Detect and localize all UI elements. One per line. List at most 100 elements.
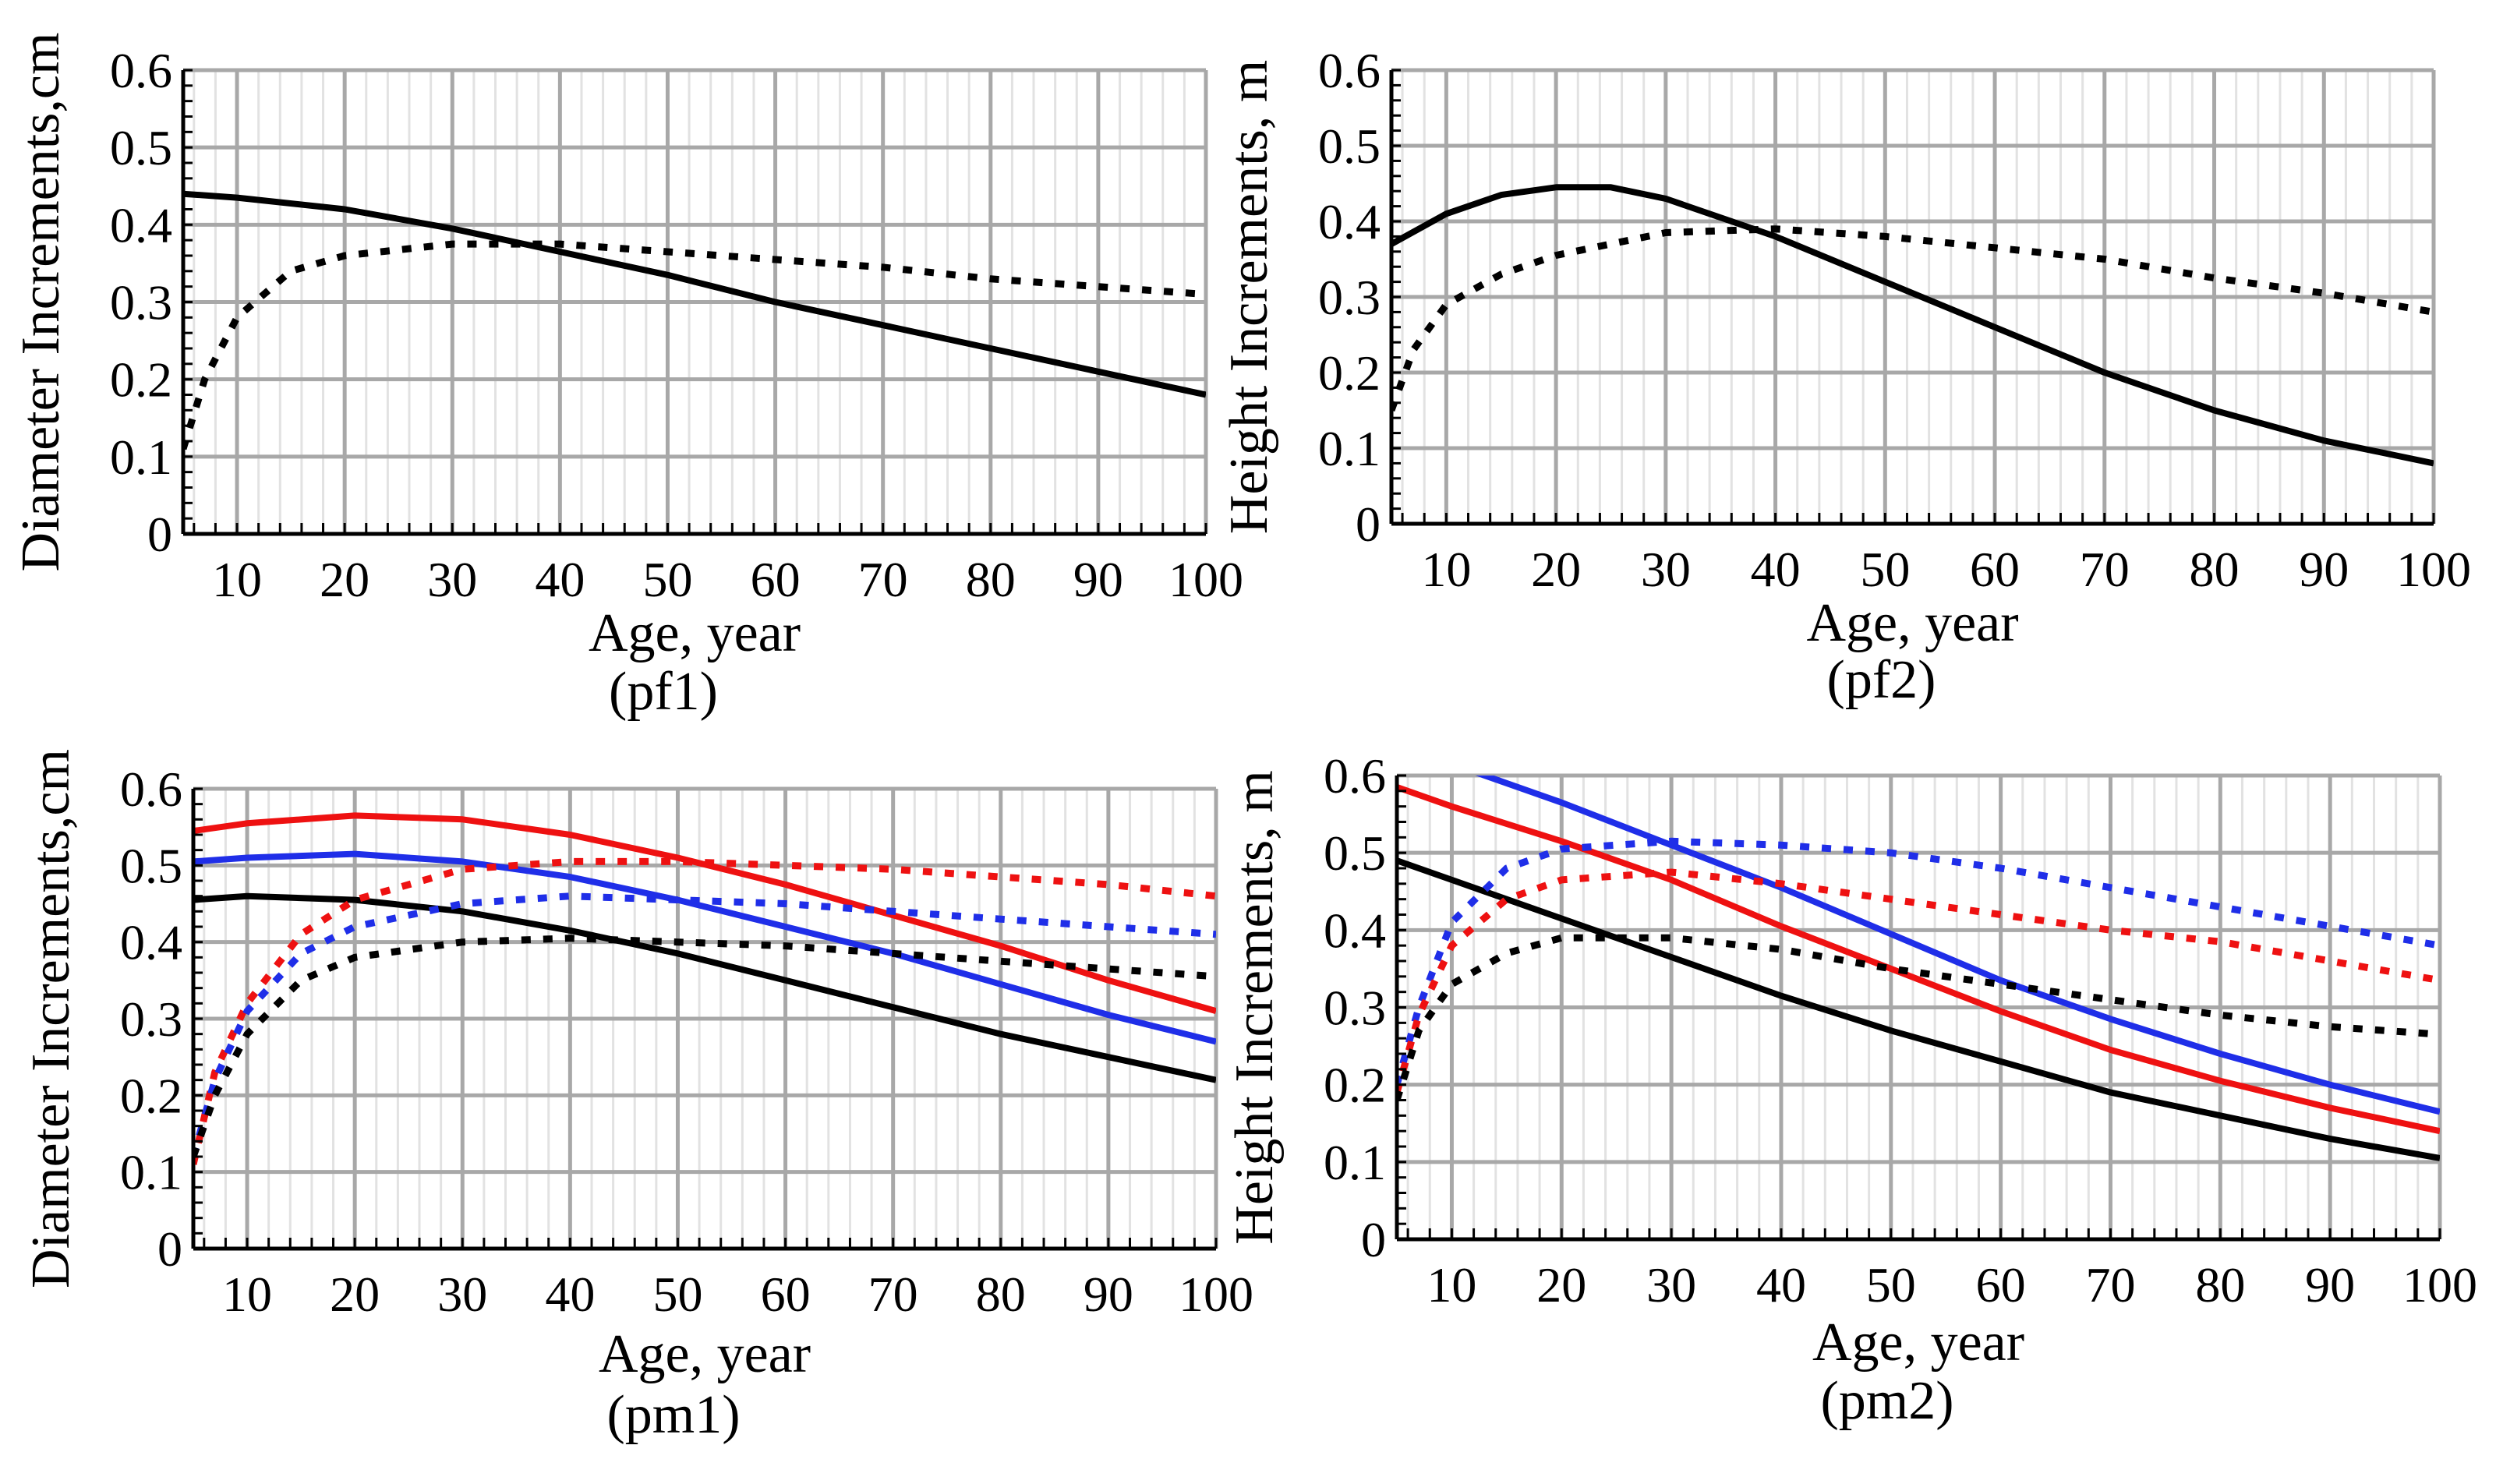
x-tick-label: 10: [1421, 542, 1471, 597]
x-tick-label: 70: [2080, 542, 2130, 597]
x-axis-label: Age, year: [1812, 1313, 2024, 1373]
y-tick-label: 0.5: [110, 120, 172, 175]
x-tick-label: 90: [2299, 542, 2349, 597]
series-blue-dotted: [1397, 837, 2440, 1086]
major-gridlines: [183, 68, 1208, 536]
x-tick-label: 100: [2396, 542, 2471, 597]
x-tick-label: 100: [1179, 1267, 1253, 1322]
x-tick-label: 60: [1976, 1257, 2026, 1313]
major-gridlines: [1397, 773, 2442, 1242]
y-tick-label: 0.6: [110, 43, 172, 98]
x-tick-label: 30: [437, 1267, 487, 1322]
x-tick-label: 40: [1756, 1257, 1806, 1313]
x-tick-label: 40: [535, 552, 585, 607]
y-tick-label: 0: [147, 507, 172, 562]
y-tick-label: 0.3: [1324, 980, 1386, 1036]
x-tick-label: 80: [2190, 542, 2240, 597]
x-tick-label: 60: [751, 552, 801, 607]
y-tick-label: 0.3: [1318, 270, 1381, 325]
x-tick-label: 10: [212, 552, 262, 607]
y-tick-label: 0.4: [120, 915, 182, 970]
x-tick-label: 50: [1860, 542, 1910, 597]
y-tick-label: 0.2: [120, 1068, 182, 1123]
series-red-solid: [193, 812, 1216, 1015]
y-tick-label: 0.1: [1324, 1135, 1386, 1190]
y-tick-label: 0.6: [120, 761, 182, 817]
x-tick-label: 90: [1073, 552, 1123, 607]
x-tick-label: 30: [1646, 1257, 1696, 1313]
series-black-dotted: [1391, 225, 2434, 412]
y-tick-label: 0.2: [1324, 1058, 1386, 1113]
x-tick-label: 10: [222, 1267, 272, 1322]
series-blue-dotted: [193, 892, 1216, 1158]
y-tick-label: 0.5: [120, 838, 182, 893]
x-tick-label: 20: [1531, 542, 1581, 597]
y-tick-label: 0.1: [120, 1145, 182, 1200]
y-tick-label: 0.5: [1318, 118, 1381, 174]
y-tick-label: 0: [1361, 1212, 1386, 1267]
x-tick-label: 40: [545, 1267, 595, 1322]
series-black-solid: [1391, 184, 2434, 467]
y-tick-label: 0.3: [110, 275, 172, 330]
x-tick-label: 30: [427, 552, 477, 607]
y-tick-label: 0.4: [110, 197, 172, 253]
series-red-solid: [1397, 784, 2440, 1135]
y-tick-label: 0.4: [1318, 194, 1381, 249]
major-gridlines: [1391, 68, 2436, 526]
chart-pf1: 10 20 30 40 50 60 70 80 90 100 0 0.1 0.2 0.3 0.4 0.5 0.6…: [11, 33, 1243, 722]
x-tick-label: 20: [1536, 1257, 1586, 1313]
chart-caption: (pf1): [609, 662, 718, 722]
x-tick-label: 100: [1168, 552, 1243, 607]
chart-pf2: 10 20 30 40 50 60 70 80 90 100 0 0.1 0.2 0.3 0.4 0.5 0.6…: [1219, 43, 2471, 710]
y-axis-label: Diameter Increments,cm: [21, 749, 81, 1288]
chart-caption: (pf2): [1827, 650, 1936, 710]
y-axis-label: Height Increments, m: [1219, 60, 1279, 534]
x-tick-label: 70: [868, 1267, 918, 1322]
x-tick-label: 70: [858, 552, 908, 607]
series-black-solid: [1397, 857, 2440, 1161]
chart-pm2: 10 20 30 40 50 60 70 80 90 100 0 0.1 0.2 0.3 0.4 0.5 0.6…: [1225, 748, 2477, 1431]
x-tick-label: 80: [966, 552, 1016, 607]
series-black-dotted: [1397, 934, 2440, 1101]
x-tick-label: 50: [1866, 1257, 1916, 1313]
x-tick-label: 50: [652, 1267, 702, 1322]
x-tick-label: 90: [2305, 1257, 2355, 1313]
series-group: [1391, 184, 2434, 467]
x-tick-label: 60: [1970, 542, 2020, 597]
x-tick-label: 100: [2402, 1257, 2477, 1313]
x-tick-label: 80: [2195, 1257, 2245, 1313]
x-tick-label: 20: [320, 552, 369, 607]
y-tick-label: 0: [1356, 496, 1381, 552]
y-tick-label: 0.6: [1318, 43, 1381, 98]
x-tick-label: 90: [1084, 1267, 1133, 1322]
chart-caption: (pm2): [1820, 1371, 1953, 1431]
x-axis-label: Age, year: [589, 603, 801, 663]
y-tick-label: 0.6: [1324, 748, 1386, 804]
x-tick-label: 80: [976, 1267, 1026, 1322]
chart-pm1: 10 20 30 40 50 60 70 80 90 100 0 0.1 0.2 0.3 0.4 0.5 0.6…: [21, 749, 1253, 1445]
series-black-solid: [193, 892, 1216, 1083]
y-axis-label: Height Increments, m: [1225, 770, 1285, 1244]
x-tick-label: 50: [642, 552, 692, 607]
x-tick-label: 10: [1427, 1257, 1476, 1313]
y-axis-label: Diameter Increments,cm: [11, 33, 71, 572]
series-group: [183, 190, 1206, 450]
x-tick-label: 70: [2085, 1257, 2135, 1313]
series-black-solid: [183, 190, 1206, 398]
y-tick-label: 0.2: [110, 352, 172, 408]
y-tick-label: 0.3: [120, 991, 182, 1047]
chart-caption: (pm1): [606, 1385, 740, 1445]
series-group: [1397, 776, 2440, 1161]
y-tick-label: 0.4: [1324, 903, 1386, 958]
major-gridlines: [193, 786, 1218, 1251]
x-tick-label: 40: [1751, 542, 1801, 597]
x-axis-label: Age, year: [599, 1324, 811, 1384]
x-tick-label: 20: [330, 1267, 380, 1322]
x-tick-label: 30: [1641, 542, 1691, 597]
x-axis-label: Age, year: [1806, 593, 2018, 653]
series-red-dotted: [1397, 868, 2440, 1094]
series-black-dotted: [183, 240, 1206, 450]
series-group: [193, 812, 1216, 1165]
y-tick-label: 0.2: [1318, 345, 1381, 401]
